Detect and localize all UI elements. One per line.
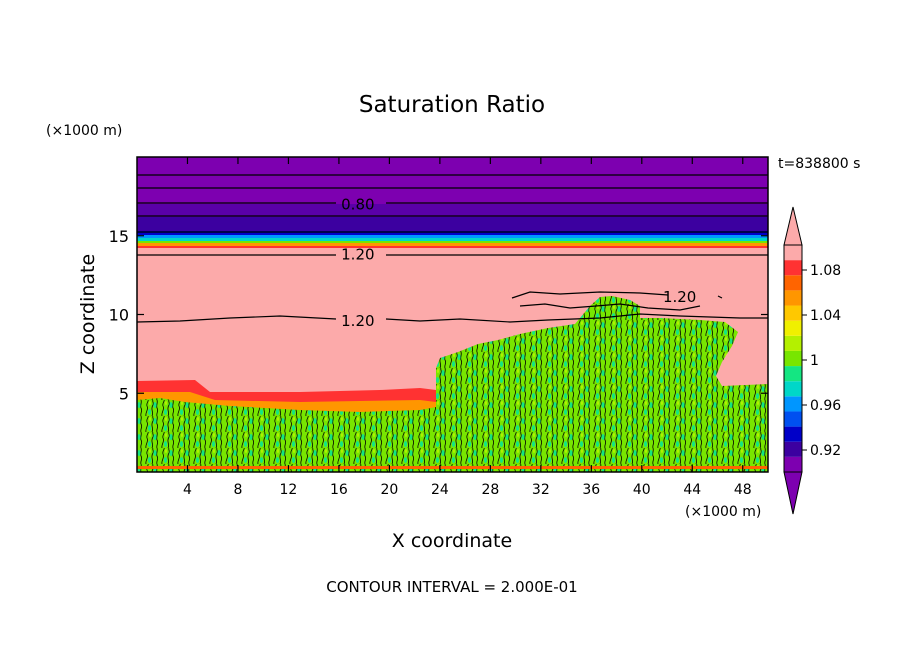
colorbar-tick-label: 1.08 — [810, 263, 841, 279]
colorbar-tick-label: 1.04 — [810, 308, 841, 324]
time-label: t=838800 s — [778, 156, 860, 172]
x-tick-label: 28 — [481, 482, 499, 498]
x-tick-label: 4 — [183, 482, 192, 498]
colorbar-swatch — [784, 320, 802, 336]
x-tick-label: 20 — [380, 482, 398, 498]
x-tick-label: 16 — [330, 482, 348, 498]
y-tick-label: 10 — [109, 306, 129, 325]
x-tick-label: 12 — [280, 482, 298, 498]
x-axis-label: X coordinate — [392, 530, 512, 552]
colorbar-swatch — [784, 381, 802, 397]
contour-line — [137, 313, 768, 323]
plot-area — [137, 157, 768, 472]
colorbar-swatch — [784, 411, 802, 427]
tall-cloud-mass — [436, 296, 768, 472]
colorbar: 1.08 1.04 1 0.96 0.92 — [783, 206, 841, 515]
y-axis-label: Z coordinate — [77, 254, 99, 374]
colorbar-swatch — [784, 366, 802, 382]
contour-labels: 0.80 1.20 1.20 1.20 — [341, 195, 696, 330]
x-tick-label: 44 — [683, 482, 701, 498]
contour-label: 0.80 — [341, 195, 374, 213]
colorbar-frame — [783, 244, 803, 473]
contour-label: 1.20 — [341, 312, 374, 330]
colorbar-swatch — [784, 305, 802, 321]
gradient-band — [137, 241, 768, 243]
gradient-band — [137, 246, 768, 248]
contour-line — [519, 303, 701, 311]
dry-layer-band — [137, 217, 768, 231]
dry-layer-band — [137, 204, 768, 217]
x-tick-label: 40 — [633, 482, 651, 498]
gradient-band — [137, 231, 768, 235]
x-tick-label: 36 — [582, 482, 600, 498]
y-axis-ticks: 5 10 15 — [109, 227, 768, 403]
contour-label: 1.20 — [341, 246, 374, 264]
contour-line — [511, 291, 723, 299]
y-tick-label: 15 — [109, 227, 129, 246]
colorbar-swatch — [784, 396, 802, 412]
colorbar-swatch — [784, 456, 802, 472]
colorbar-swatch — [784, 275, 802, 291]
colorbar-swatch — [784, 335, 802, 351]
colorbar-tick-label: 1 — [810, 353, 819, 369]
y-unit-label: (×1000 m) — [46, 123, 122, 139]
y-tick-label: 5 — [119, 384, 129, 403]
colorbar-over-arrow — [783, 206, 803, 246]
lower-cloud-left — [137, 398, 452, 472]
colorbar-under-arrow — [783, 471, 803, 515]
colorbar-swatch — [784, 426, 802, 442]
gradient-band — [137, 238, 768, 241]
upper-dry-layer — [137, 157, 768, 204]
colorbar-swatch — [784, 260, 802, 276]
x-axis-ticks: 4 8 12 16 20 24 28 32 36 40 44 48 — [183, 157, 752, 498]
x-unit-label: (×1000 m) — [685, 504, 761, 520]
gradient-band — [137, 243, 768, 246]
x-tick-label: 8 — [233, 482, 242, 498]
surface-line — [137, 466, 768, 469]
x-tick-label: 48 — [734, 482, 752, 498]
colorbar-swatch — [784, 350, 802, 367]
colorbar-tick-label: 0.96 — [810, 398, 841, 414]
x-tick-label: 32 — [532, 482, 550, 498]
colorbar-swatch — [784, 245, 802, 261]
contour-label: 1.20 — [663, 288, 696, 306]
colorbar-swatch — [784, 290, 802, 306]
colorbar-tick-label: 0.92 — [810, 443, 841, 459]
gradient-band — [137, 235, 768, 238]
x-tick-label: 24 — [431, 482, 449, 498]
contour-interval-footer: CONTOUR INTERVAL = 2.000E-01 — [326, 578, 577, 596]
colorbar-swatch — [784, 441, 802, 457]
chart-title: Saturation Ratio — [359, 92, 545, 118]
